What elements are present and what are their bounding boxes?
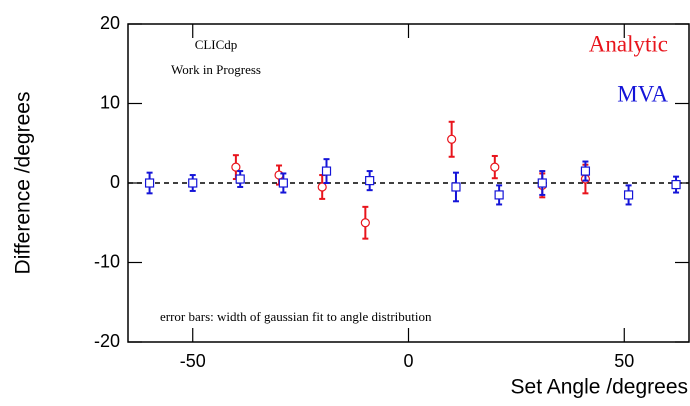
marker — [188, 178, 198, 188]
annotation: CLICdp — [195, 37, 238, 52]
y-tick-label: 20 — [100, 13, 120, 33]
x-tick-label: 0 — [403, 351, 413, 371]
marker — [447, 134, 457, 144]
marker — [231, 162, 241, 172]
legend-label: MVA — [617, 81, 668, 106]
marker — [274, 170, 284, 180]
marker — [235, 174, 245, 184]
marker — [494, 190, 504, 200]
marker — [580, 166, 591, 176]
y-tick-label: 0 — [110, 172, 120, 192]
marker — [537, 178, 547, 188]
y-tick-label: -20 — [94, 331, 120, 351]
x-tick-label: 50 — [614, 351, 634, 371]
annotation: Work in Progress — [171, 62, 261, 77]
marker — [490, 162, 500, 172]
marker — [317, 182, 327, 192]
y-axis-title: Difference /degrees — [12, 92, 35, 275]
marker — [278, 178, 288, 188]
x-axis-title: Set Angle /degrees — [511, 376, 688, 399]
legend-label: Analytic — [589, 31, 668, 56]
marker — [360, 218, 370, 228]
annotation: error bars: width of gaussian fit to ang… — [160, 309, 432, 324]
marker — [144, 178, 155, 188]
y-tick-label: 10 — [100, 92, 120, 112]
marker — [671, 179, 681, 190]
x-tick-label: -50 — [180, 351, 206, 371]
marker — [321, 166, 332, 176]
marker — [623, 190, 634, 200]
y-tick-label: -10 — [94, 251, 120, 271]
marker — [365, 176, 375, 186]
marker — [451, 182, 461, 192]
